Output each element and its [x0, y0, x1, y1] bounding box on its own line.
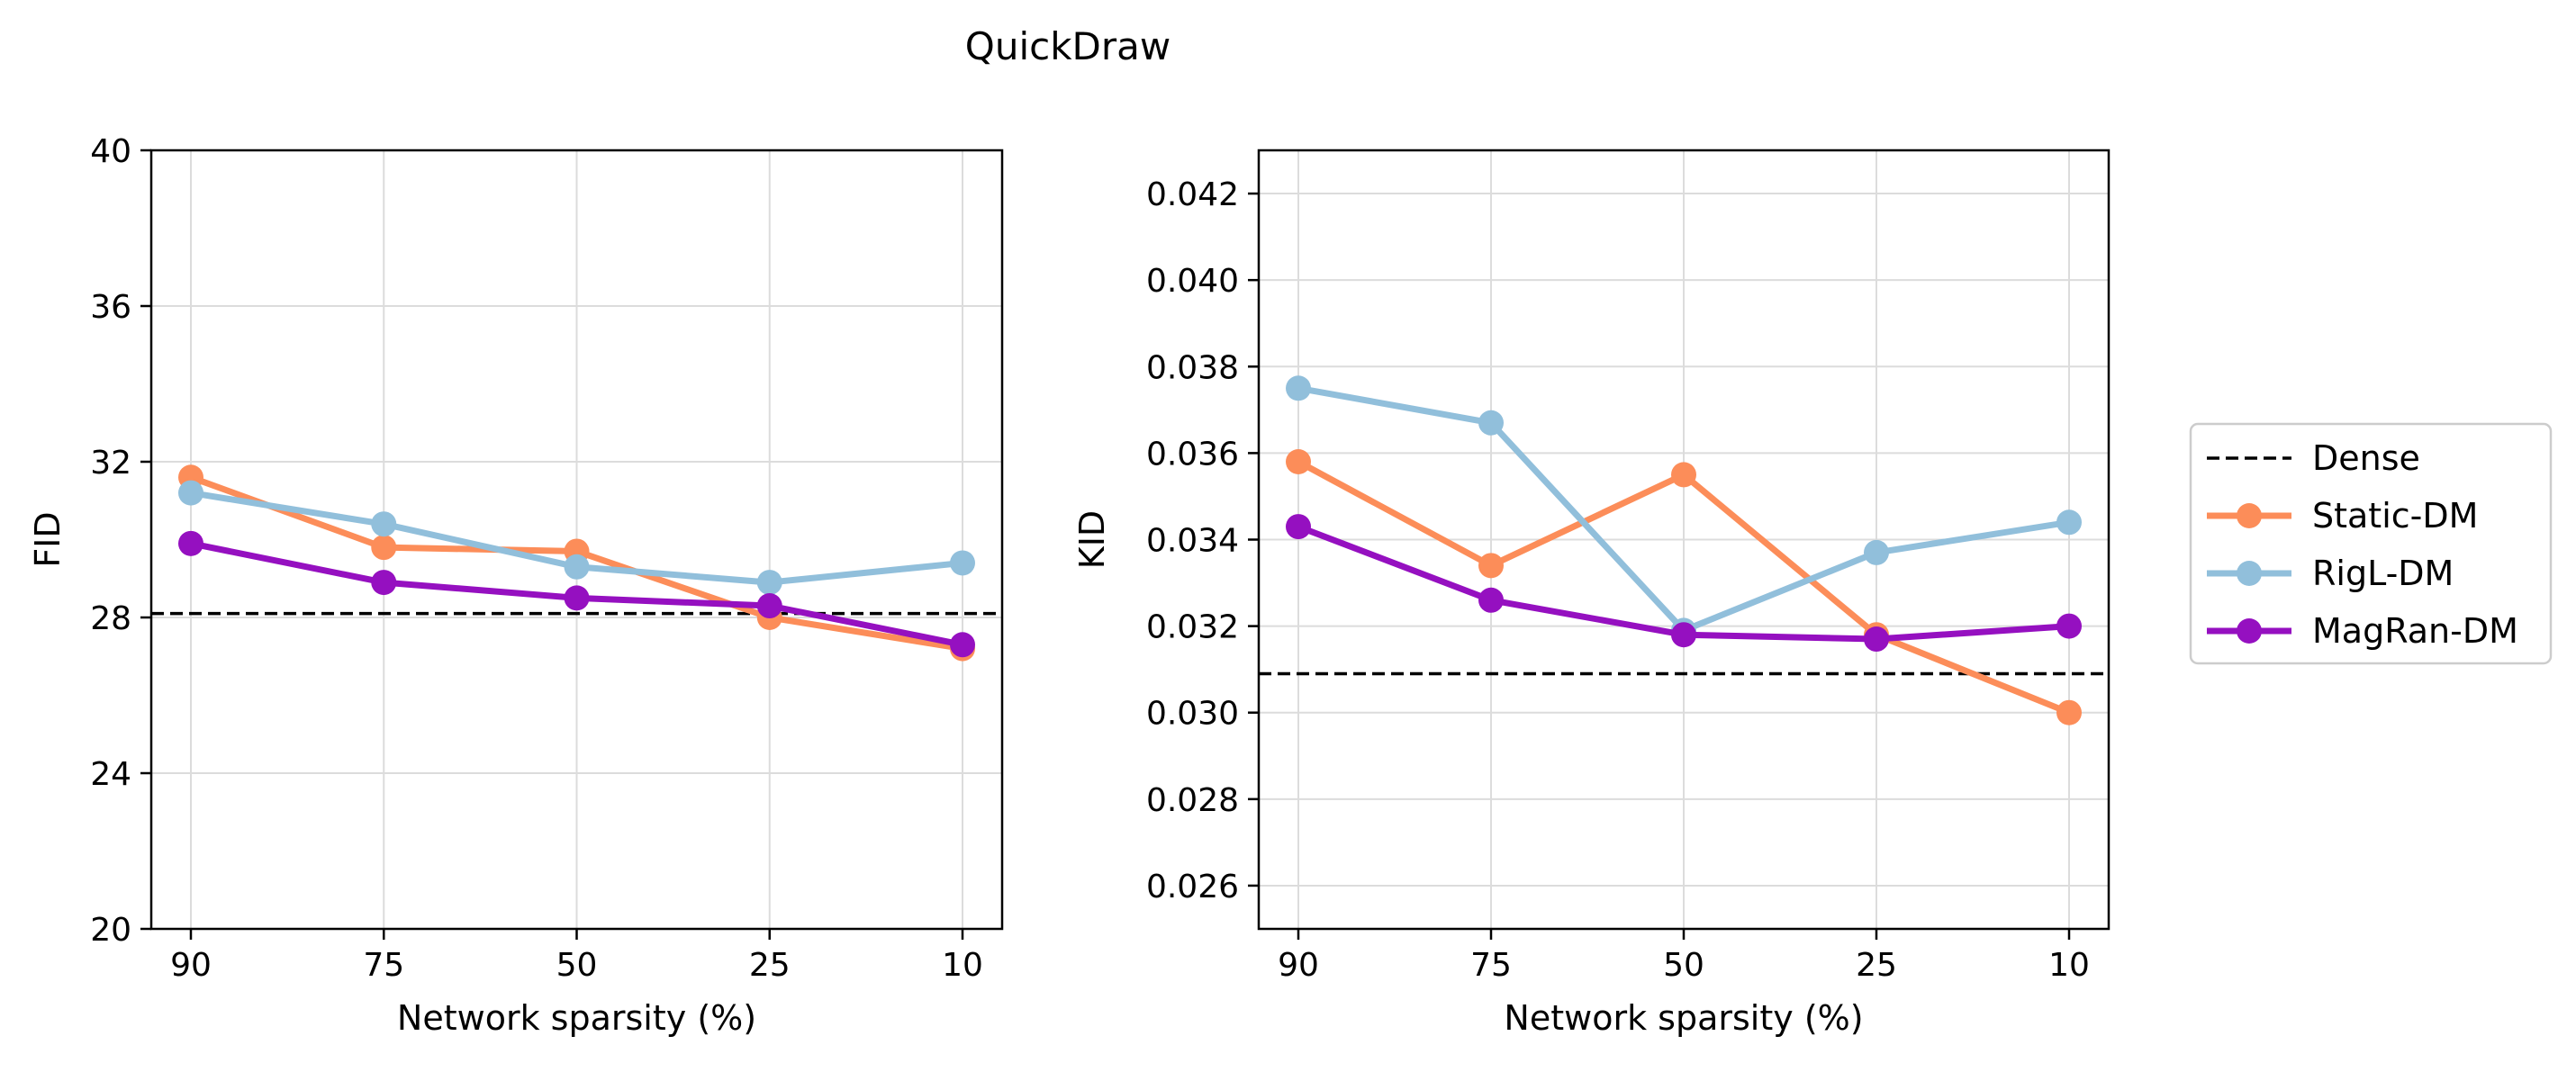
y-tick-label: 36	[90, 289, 131, 326]
y-tick-label: 0.038	[1146, 349, 1239, 386]
data-point	[1671, 622, 1696, 648]
data-point	[1478, 587, 1504, 613]
series-magran-dm	[178, 530, 975, 658]
y-tick-label: 28	[90, 600, 131, 637]
x-tick-label: 10	[2048, 947, 2090, 984]
y-tick-label: 0.040	[1146, 263, 1239, 300]
fid-chart-panel: 90 75 50 25 10 20 24 28 32 36 40 Network sparsity (…	[28, 133, 1004, 1038]
y-tick-label: 32	[90, 445, 131, 482]
legend-label: Dense	[2312, 438, 2420, 478]
data-point	[1864, 539, 1889, 565]
data-point	[178, 530, 203, 556]
y-tick-label: 0.036	[1146, 436, 1239, 473]
y-tick-label: 24	[90, 756, 131, 793]
x-tick-label: 75	[363, 947, 404, 984]
data-point	[371, 535, 397, 561]
legend-marker	[2237, 618, 2262, 644]
y-tick-label: 0.042	[1146, 176, 1239, 213]
y-axis-label: KID	[1072, 510, 1112, 569]
y-tick-label: 20	[90, 912, 131, 949]
y-tick-label: 0.026	[1146, 869, 1239, 905]
x-axis-label: Network sparsity (%)	[1504, 998, 1863, 1038]
data-point	[756, 593, 782, 619]
x-tick-label: 90	[1278, 947, 1319, 984]
legend: Dense Static-DM RigL-DM MagRan-DM	[2189, 422, 2553, 665]
data-point	[1286, 514, 1311, 540]
x-tick-label: 50	[556, 947, 598, 984]
data-point	[564, 585, 590, 611]
legend-entry-magran-dm: MagRan-DM	[2207, 611, 2518, 651]
kid-chart-panel: 90 75 50 25 10 0.026 0.028 0.030 0.032 0.034 0.036…	[1072, 149, 2111, 1038]
x-axis-label: Network sparsity (%)	[397, 998, 756, 1038]
y-tick-label: 0.034	[1146, 523, 1239, 560]
data-point	[1478, 553, 1504, 579]
y-axis-label: FID	[28, 511, 68, 567]
x-tick-label: 25	[1856, 947, 1897, 984]
legend-entry-static-dm: Static-DM	[2207, 496, 2478, 536]
x-tick-label: 10	[942, 947, 983, 984]
data-point	[1671, 462, 1696, 488]
y-tick-label: 40	[90, 133, 131, 170]
legend-marker	[2237, 561, 2262, 586]
y-tick-label: 0.028	[1146, 782, 1239, 819]
data-point	[1286, 375, 1311, 401]
data-point	[950, 550, 975, 576]
legend-label: MagRan-DM	[2312, 611, 2518, 651]
x-tick-label: 75	[1470, 947, 1512, 984]
legend-entry-dense: Dense	[2207, 438, 2420, 478]
data-point	[2056, 509, 2082, 536]
x-tick-label: 90	[170, 947, 212, 984]
data-point	[1864, 626, 1889, 653]
data-point	[2056, 613, 2082, 639]
y-tick-label: 0.030	[1146, 696, 1239, 733]
data-point	[756, 570, 782, 596]
data-point	[950, 632, 975, 658]
legend-box	[2189, 422, 2553, 665]
data-point	[371, 570, 397, 596]
legend-marker	[2237, 503, 2262, 528]
series-rigl-dm	[178, 480, 975, 596]
legend-label: Static-DM	[2312, 496, 2478, 536]
y-tick-label: 0.032	[1146, 609, 1239, 646]
data-point	[1286, 449, 1311, 474]
x-tick-label: 25	[749, 947, 791, 984]
figure-title: QuickDraw	[965, 24, 1170, 68]
x-tick-label: 50	[1663, 947, 1704, 984]
data-point	[1478, 410, 1504, 436]
data-point	[564, 554, 590, 580]
legend-label: RigL-DM	[2312, 554, 2454, 593]
series-magran-dm	[1286, 514, 2082, 653]
data-point	[178, 480, 203, 506]
data-point	[371, 511, 397, 537]
data-point	[2056, 699, 2082, 725]
legend-entry-rigl-dm: RigL-DM	[2207, 554, 2454, 593]
